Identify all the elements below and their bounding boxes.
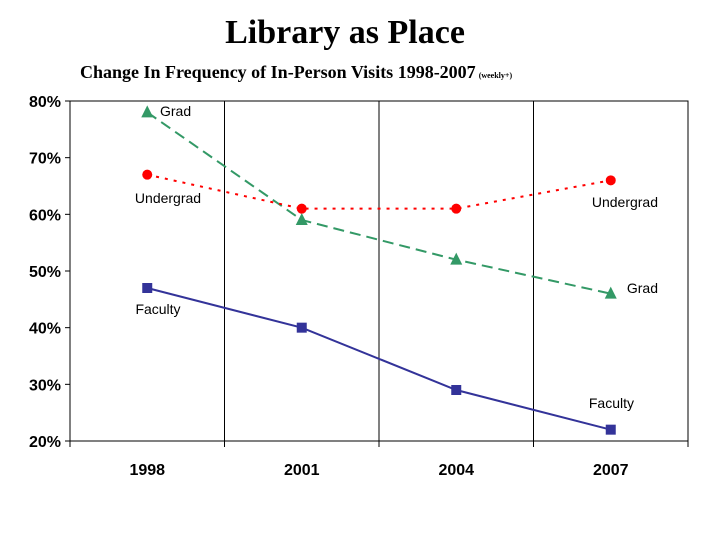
undergrad-series-label: Undergrad	[592, 194, 658, 210]
undergrad-point	[296, 203, 307, 214]
grad-series-label: Grad	[627, 280, 658, 296]
undergrad-point	[451, 203, 462, 214]
x-tick-label: 1998	[129, 462, 165, 479]
y-tick-label: 80%	[29, 94, 61, 111]
chart-subtitle-text: Change In Frequency of In-Person Visits …	[80, 62, 476, 82]
faculty-point	[451, 385, 462, 395]
x-tick-label: 2004	[438, 462, 474, 479]
grad-point	[604, 286, 617, 299]
faculty-point	[296, 322, 307, 333]
undergrad-series-line	[147, 173, 611, 210]
grad-point	[141, 105, 154, 118]
grad-point	[450, 252, 463, 265]
undergrad-point	[142, 169, 153, 180]
faculty-point	[142, 283, 153, 293]
grad-series-line	[146, 111, 611, 295]
y-tick-label: 50%	[29, 264, 61, 281]
y-tick-label: 30%	[29, 377, 61, 394]
faculty-point	[605, 424, 616, 435]
faculty-series-label: Faculty	[135, 301, 180, 317]
undergrad-point	[605, 175, 616, 186]
chart-subtitle-note: (weekly+)	[478, 71, 513, 80]
undergrad-series-label: Undergrad	[135, 190, 201, 206]
y-tick-label: 20%	[29, 434, 61, 451]
grad-point	[295, 213, 308, 225]
y-tick-label: 70%	[29, 151, 61, 168]
x-tick-label: 2007	[593, 462, 629, 479]
y-tick-label: 60%	[29, 207, 61, 224]
slide-title: Library as Place	[225, 14, 465, 51]
faculty-series-label: Faculty	[589, 395, 634, 411]
faculty-series-line	[147, 287, 611, 431]
chart-subtitle: Change In Frequency of In-Person Visits …	[80, 62, 512, 83]
grad-series-label: Grad	[160, 103, 191, 119]
y-tick-label: 40%	[29, 321, 61, 338]
x-tick-label: 2001	[284, 462, 320, 479]
